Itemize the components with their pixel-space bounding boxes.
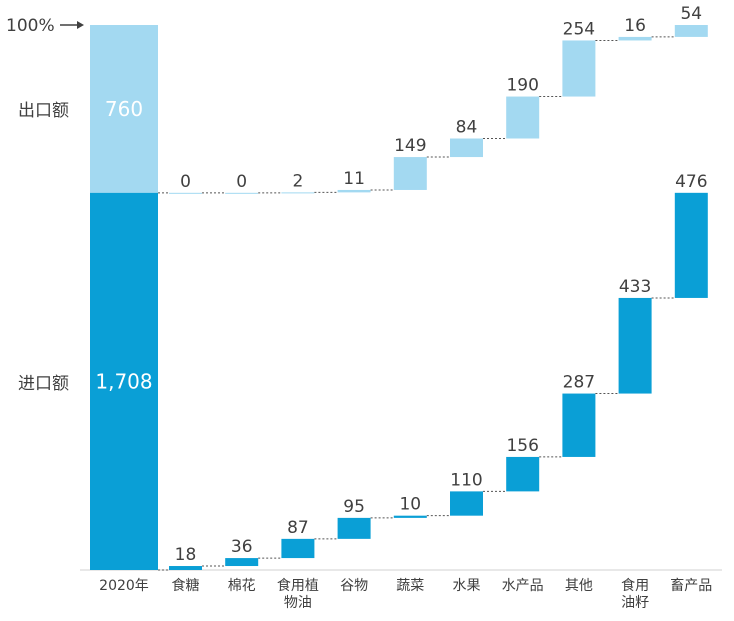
import-bar xyxy=(450,491,483,516)
export-value-label: 0 xyxy=(180,172,191,192)
export-value-label: 0 xyxy=(236,172,247,192)
export-value-label: 149 xyxy=(394,136,426,156)
import-bar xyxy=(281,538,315,559)
total-bar: 760 1,708 2020年 xyxy=(90,25,158,594)
export-bar xyxy=(618,36,652,41)
top-marker-label: 100% xyxy=(6,16,55,36)
export-bar xyxy=(506,96,540,139)
category-label: 棉花 xyxy=(228,577,256,594)
export-series-label: 出口额 xyxy=(18,101,69,121)
import-value-label: 433 xyxy=(619,277,651,297)
category-label: 食用植物油 xyxy=(277,577,319,611)
import-bar xyxy=(618,297,652,394)
category-label: 食用油籽 xyxy=(621,577,649,611)
export-bar xyxy=(225,192,259,194)
import-bar xyxy=(674,192,708,298)
top-marker-arrow-icon xyxy=(60,21,84,29)
export-value-label: 16 xyxy=(624,16,646,36)
export-value-label: 190 xyxy=(506,76,538,96)
import-series-label: 进口额 xyxy=(18,374,69,394)
export-value-label: 254 xyxy=(563,19,595,39)
category-label: 蔬菜 xyxy=(396,578,424,594)
total-import-bar xyxy=(90,192,158,571)
total-export-value: 760 xyxy=(105,97,143,121)
import-bar xyxy=(562,393,596,457)
export-bar xyxy=(393,157,427,190)
category-label: 水产品 xyxy=(502,578,544,594)
import-value-label: 287 xyxy=(563,373,595,393)
import-value-label: 156 xyxy=(506,436,538,456)
category-label: 食糖 xyxy=(172,577,200,594)
export-value-label: 2 xyxy=(292,171,303,191)
import-bar xyxy=(337,517,371,539)
category-label: 谷物 xyxy=(340,578,368,594)
export-value-label: 11 xyxy=(343,169,365,189)
import-bar xyxy=(225,558,259,567)
import-value-label: 110 xyxy=(450,470,482,490)
import-value-label: 18 xyxy=(175,545,197,565)
left-annotations: 100% 出口额 进口额 xyxy=(6,16,84,394)
total-export-bar xyxy=(90,25,158,193)
category-label: 水果 xyxy=(453,578,481,594)
import-bar xyxy=(169,566,202,570)
export-bar xyxy=(281,192,315,194)
export-bar xyxy=(562,40,596,97)
import-value-label: 87 xyxy=(287,518,309,538)
import-value-label: 95 xyxy=(343,497,365,517)
waterfall-marks: 0 0 2 11 149 84 190 254 16 54 18 36 87 95 10 110 156 287 4… xyxy=(158,4,712,611)
import-bar xyxy=(393,515,427,518)
import-value-label: 36 xyxy=(231,537,253,557)
export-bar xyxy=(337,189,371,193)
category-label: 畜产品 xyxy=(670,578,712,594)
export-bar xyxy=(674,25,708,37)
import-bar xyxy=(506,456,540,492)
import-value-label: 10 xyxy=(399,495,421,515)
total-import-value: 1,708 xyxy=(95,369,152,393)
export-bar xyxy=(169,192,202,194)
category-label: 其他 xyxy=(565,578,593,594)
export-value-label: 54 xyxy=(680,4,702,24)
import-value-label: 476 xyxy=(675,172,707,192)
export-value-label: 84 xyxy=(456,118,478,138)
export-bar xyxy=(450,138,483,158)
baseline-category-label: 2020年 xyxy=(99,578,149,594)
